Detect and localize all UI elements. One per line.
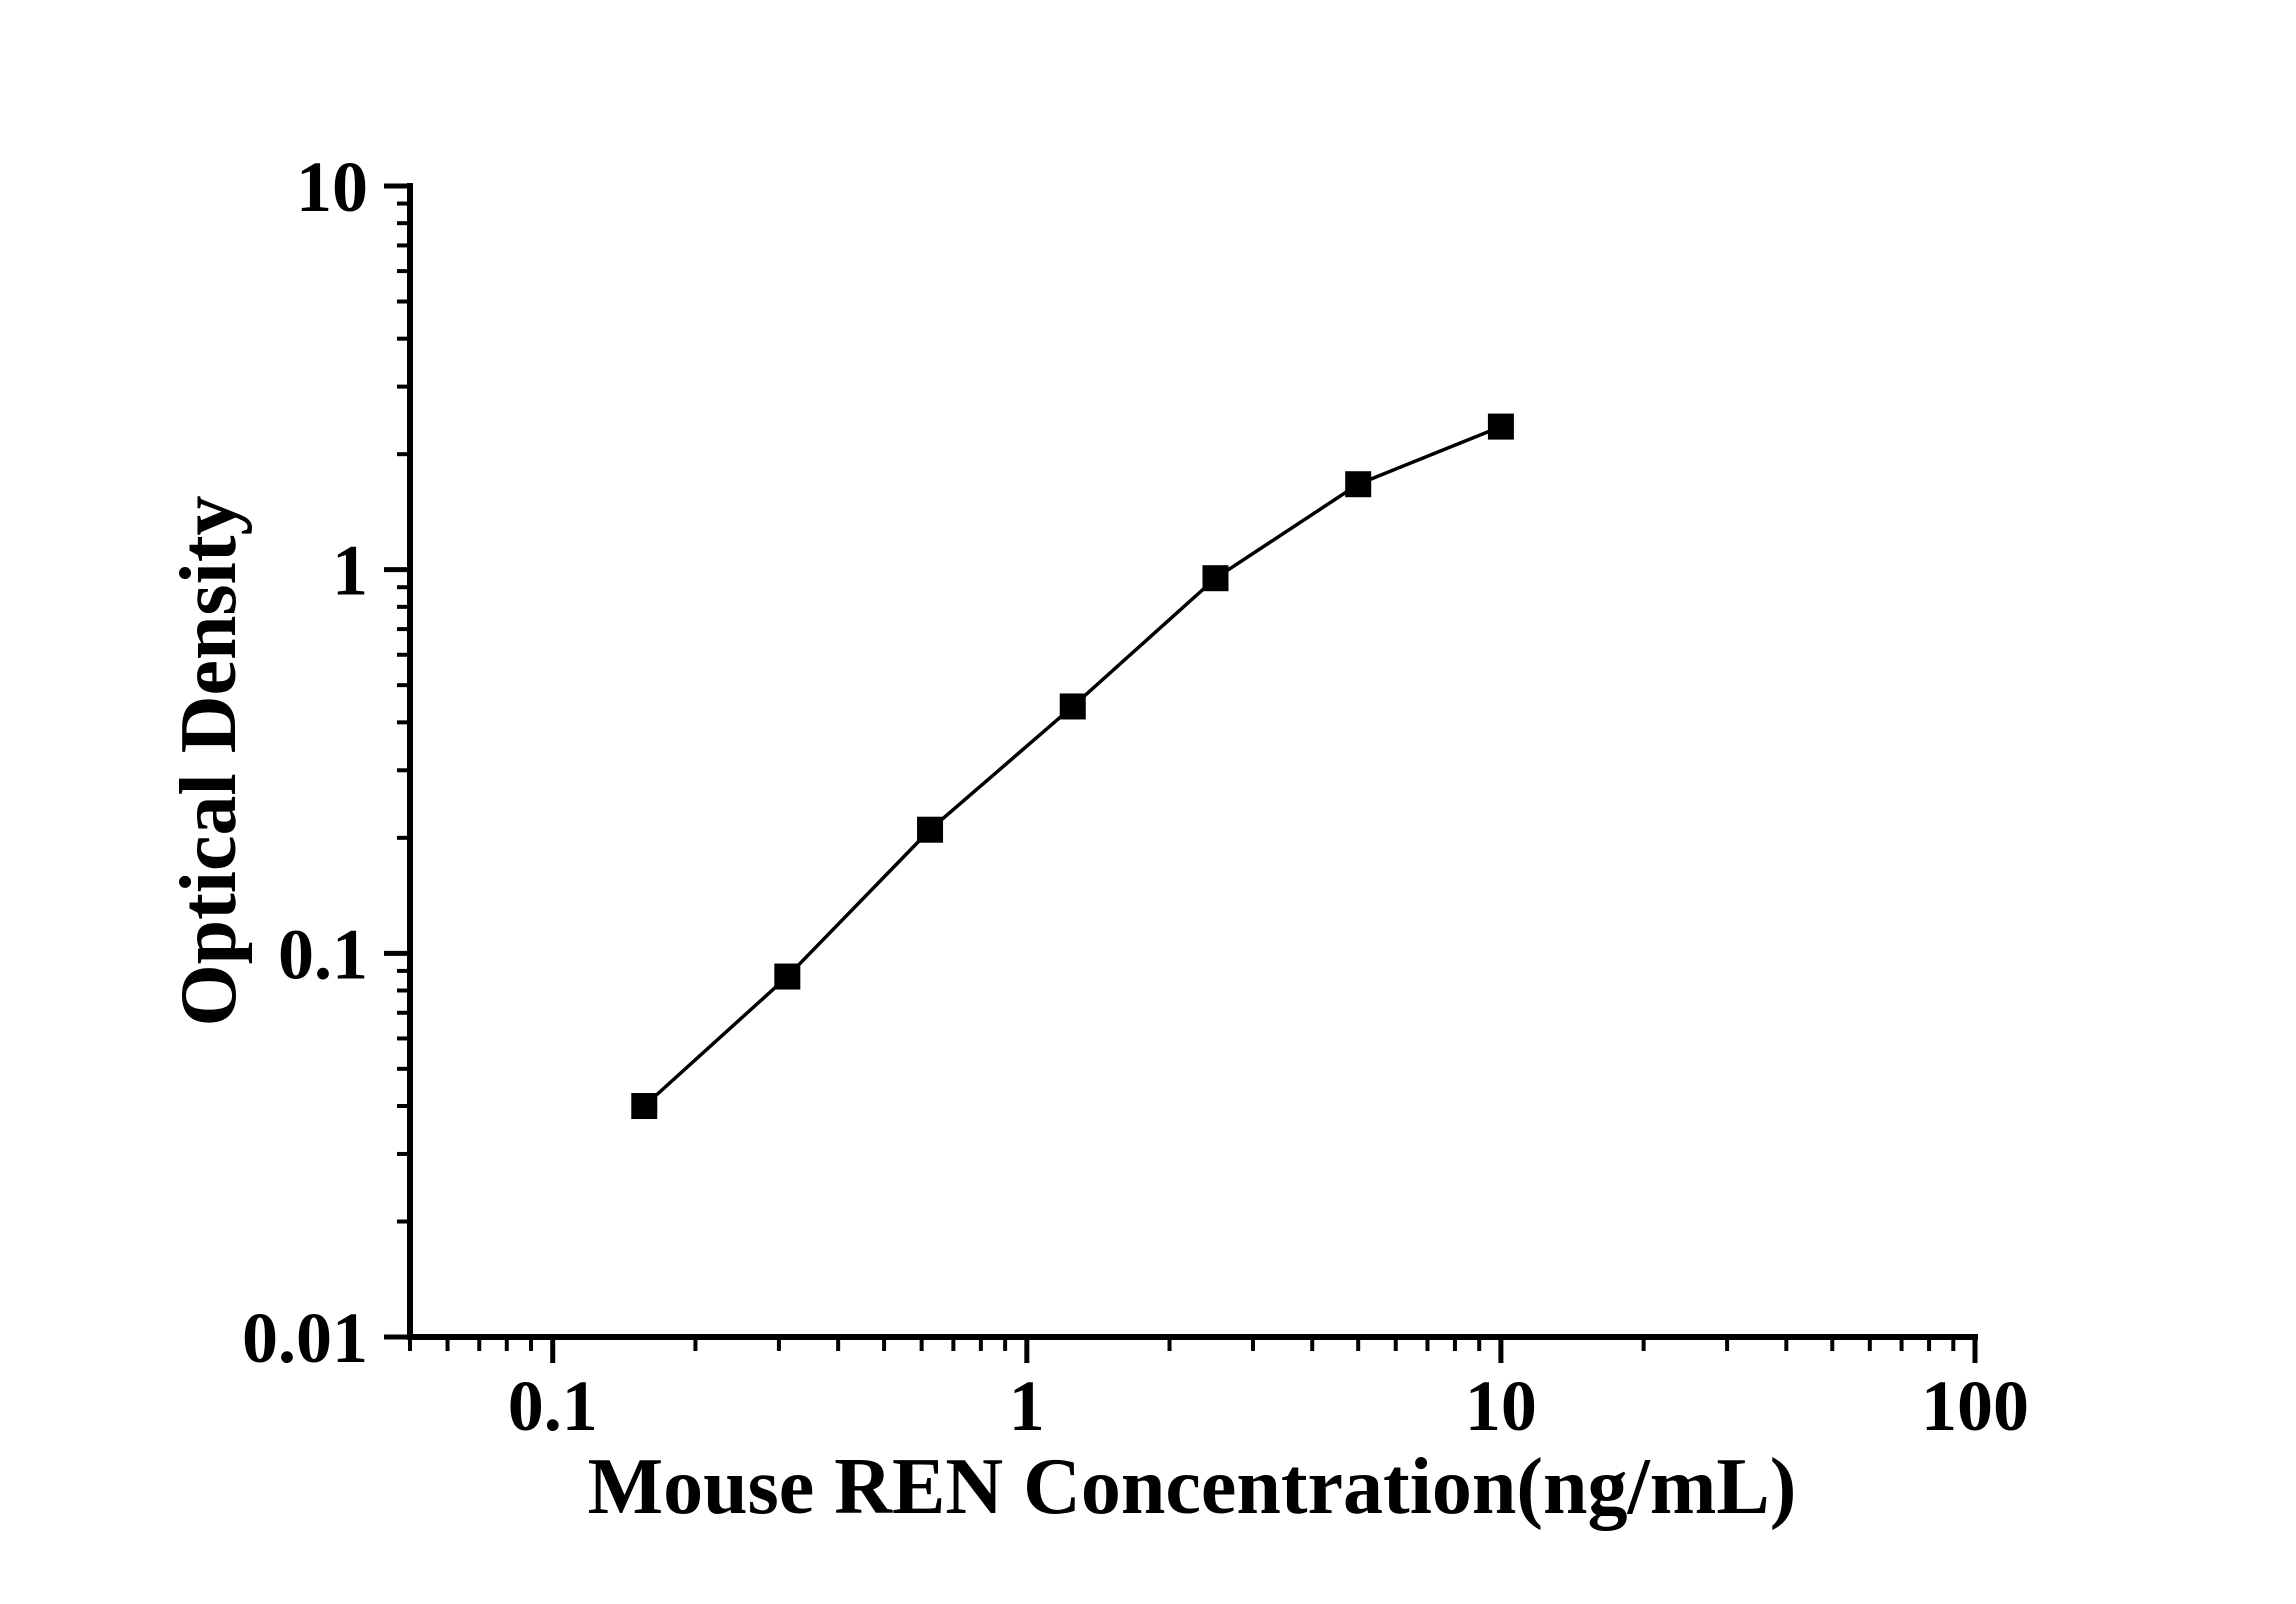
data-point-marker — [917, 816, 944, 843]
series-layer — [631, 413, 1514, 1120]
data-point-marker — [1059, 693, 1086, 720]
tick-labels-layer: 0.1 1 10 100 0.01 0.1 1 10 — [242, 147, 2029, 1446]
axes-layer — [407, 183, 1978, 1340]
y-tick-label: 1 — [332, 531, 368, 611]
x-tick-label: 100 — [1921, 1366, 2029, 1446]
y-tick-label: 0.01 — [242, 1298, 368, 1378]
x-tick-label: 10 — [1465, 1366, 1537, 1446]
x-tick-label: 0.1 — [508, 1366, 598, 1446]
x-tick-label: 1 — [1009, 1366, 1045, 1446]
y-axis-title: Optical Density — [165, 495, 253, 1026]
data-point-marker — [631, 1093, 658, 1120]
x-axis-title: Mouse REN Concentration(ng/mL) — [588, 1443, 1797, 1531]
data-point-marker — [1202, 565, 1229, 592]
ticks-layer — [384, 183, 1978, 1363]
data-point-marker — [774, 963, 801, 990]
y-tick-label: 10 — [296, 147, 368, 227]
data-point-marker — [1345, 471, 1372, 498]
y-tick-label: 0.1 — [278, 914, 368, 994]
standard-curve-line — [643, 424, 1502, 1108]
data-point-marker — [1487, 413, 1514, 440]
